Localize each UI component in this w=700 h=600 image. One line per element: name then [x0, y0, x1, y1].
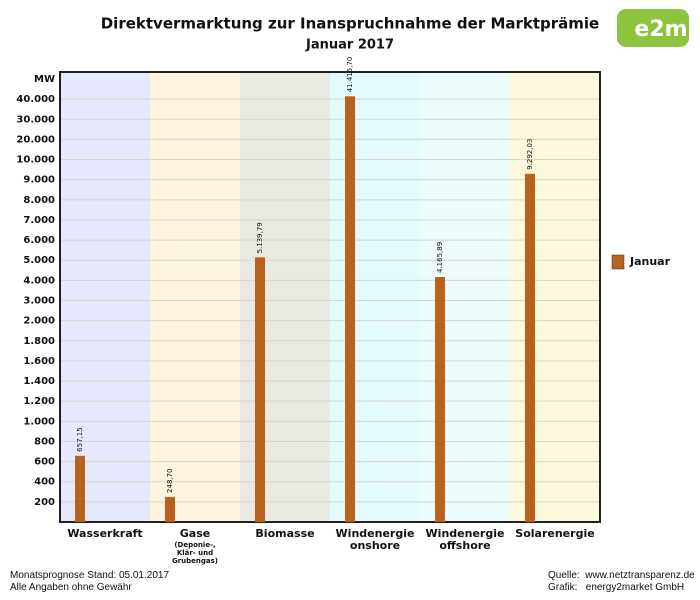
y-tick-label: 600: [34, 457, 55, 468]
footer-left: Alle Angaben ohne Gewähr: [10, 582, 132, 593]
y-tick-label: 1.600: [23, 356, 55, 367]
value-label: 657,15: [76, 427, 84, 452]
chart-subtitle: Januar 2017: [305, 38, 394, 53]
y-tick-label: 4.000: [23, 275, 55, 286]
x-tick-label: Solarenergie: [515, 527, 595, 540]
category-band: [60, 72, 150, 522]
y-tick-label: 3.000: [23, 296, 55, 307]
bar: [435, 277, 445, 522]
x-tick-label: Windenergie offshore: [425, 527, 505, 552]
y-tick-label: 20.000: [16, 134, 55, 145]
y-tick-label: 40.000: [16, 94, 55, 105]
chart-title: Direktvermarktung zur Inanspruchnahme de…: [101, 15, 600, 33]
y-tick-label: 10.000: [16, 155, 55, 166]
y-tick-label: 7.000: [23, 215, 55, 226]
y-tick-label: 1.400: [23, 376, 55, 387]
x-tick-label: Gase: [179, 527, 211, 540]
y-tick-label: 400: [34, 477, 55, 488]
value-label: 4.165,89: [436, 242, 444, 273]
x-tick-label: Windenergie onshore: [335, 527, 415, 552]
legend-swatch: [611, 254, 625, 270]
value-label: 9.292,03: [526, 139, 534, 170]
x-tick-label: Biomasse: [255, 527, 315, 540]
category-band: [150, 72, 240, 522]
y-tick-label: 5.000: [23, 255, 55, 266]
y-tick-label: 1.000: [23, 416, 55, 427]
bar: [75, 455, 85, 522]
y-tick-label: 9.000: [23, 175, 55, 186]
bar: [525, 173, 535, 522]
y-tick-label: 800: [34, 436, 55, 447]
y-tick-label: 30.000: [16, 114, 55, 125]
y-tick-label: 200: [34, 497, 55, 508]
footer-left: Monatsprognose Stand: 05.01.2017: [10, 570, 170, 581]
y-tick-label: 1.800: [23, 336, 55, 347]
y-tick-label: 6.000: [23, 235, 55, 246]
plot-frame: [59, 71, 601, 523]
logo: e2m: [634, 17, 687, 42]
bar: [165, 496, 175, 522]
legend-label: Januar: [629, 255, 671, 268]
x-tick-label: Wasserkraft: [67, 527, 143, 540]
value-label: 248,70: [166, 468, 174, 493]
value-label: 5.139,79: [256, 222, 264, 253]
y-tick-label: 8.000: [23, 195, 55, 206]
bar: [255, 257, 265, 522]
footer-right: Quelle: www.netztransparenz.de: [548, 570, 695, 581]
value-label: 41.415,70: [346, 57, 354, 93]
x-tick-sublabel: (Deponie-, Klär- und Grubengas): [171, 541, 219, 565]
y-tick-label: 1.200: [23, 396, 55, 407]
logo-box: [617, 9, 689, 47]
footer-right: Grafik: energy2market GmbH: [548, 582, 685, 593]
y-tick-label: 2.000: [23, 316, 55, 327]
y-axis-label: MW: [34, 74, 55, 85]
bar: [345, 96, 355, 523]
